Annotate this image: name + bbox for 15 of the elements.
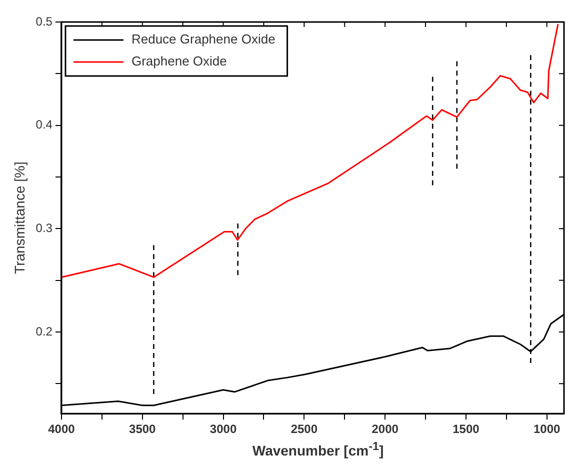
y-tick-label: 0.2 [36, 324, 53, 338]
y-tick-label: 0.4 [36, 118, 53, 132]
legend-label: Graphene Oxide [131, 54, 227, 69]
x-tick-label: 2000 [372, 422, 399, 436]
y-tick-label: 0.5 [36, 14, 53, 28]
x-tick-label: 1000 [534, 422, 561, 436]
y-axis-title: Transmittance [%] [11, 162, 28, 274]
x-axis-title: Wavenumber [cm$^{-1}$] [251, 440, 385, 459]
x-tick-label: 3000 [210, 422, 237, 436]
x-tick-label: 4000 [48, 422, 76, 436]
legend-label: Reduce Graphene Oxide [131, 32, 276, 47]
x-tick-label: 3500 [129, 422, 156, 436]
y-tick-label: 0.3 [36, 220, 53, 235]
x-tick-label: 2500 [290, 422, 318, 436]
x-tick-label: 1500 [452, 422, 480, 436]
